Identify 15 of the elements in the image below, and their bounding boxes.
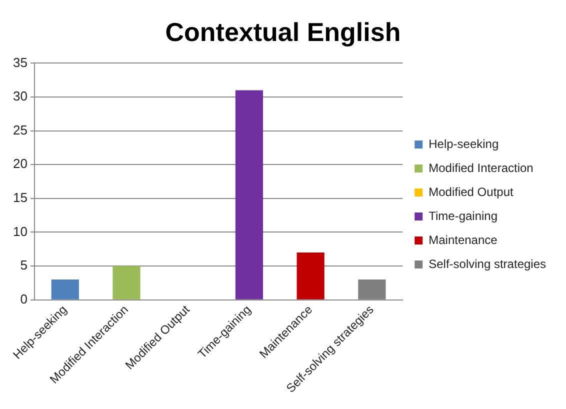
legend-label: Modified Output (428, 184, 514, 199)
legend-label: Help-seeking (428, 136, 499, 151)
legend-label: Self-solving strategies (428, 256, 546, 271)
y-tick-label: 15 (12, 190, 28, 205)
y-tick-label: 35 (12, 54, 28, 70)
legend-label: Modified Interaction (428, 160, 534, 175)
y-tick-label: 0 (20, 291, 28, 306)
y-tick-label: 10 (12, 224, 28, 239)
y-tick-label: 25 (12, 122, 28, 138)
chart-title: Contextual English (165, 16, 401, 47)
legend-label: Time-gaining (428, 208, 498, 223)
y-tick-label: 20 (12, 156, 28, 172)
y-tick-label: 5 (20, 258, 28, 273)
y-tick-label: 30 (12, 88, 28, 104)
legend-label: Maintenance (428, 232, 498, 247)
